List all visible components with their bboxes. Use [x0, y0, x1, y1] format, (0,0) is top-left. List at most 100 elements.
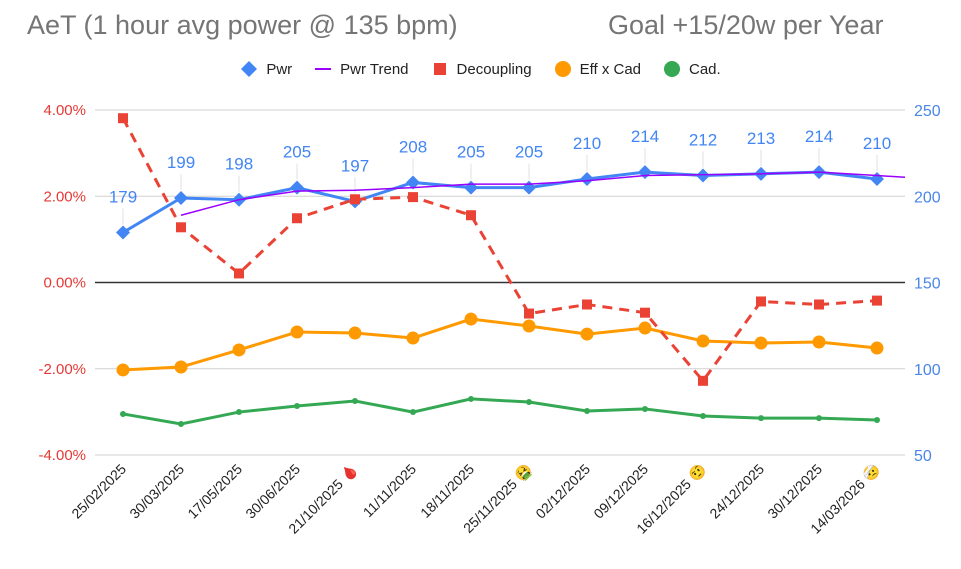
legend-label: Pwr — [266, 60, 293, 78]
data-point-eff-x-cad — [870, 341, 884, 355]
data-point-eff-x-cad — [696, 334, 710, 348]
data-point-eff-x-cad — [290, 325, 304, 339]
data-label: 198 — [225, 155, 253, 174]
data-label: 214 — [631, 127, 659, 146]
data-point-cad — [700, 413, 706, 420]
series-line-eff-x-cad — [122, 317, 878, 372]
data-point-pwr — [464, 180, 478, 195]
data-point-eff-x-cad — [348, 326, 362, 340]
chart-title: AeT (1 hour avg power @ 135 bpm) — [27, 10, 458, 40]
data-label: 199 — [167, 153, 195, 172]
series-line-decoupling — [121, 117, 878, 384]
data-label: 210 — [863, 134, 891, 153]
x-axis-label: 25/02/2025 — [68, 461, 129, 522]
data-point-decoupling — [698, 375, 708, 386]
x-axis-label: 18/11/2025 — [417, 461, 477, 521]
data-point-decoupling — [234, 268, 244, 279]
left-axis-tick: 4.00% — [43, 102, 86, 119]
series-line-cad- — [122, 397, 878, 426]
left-axis-tick: -2.00% — [38, 361, 86, 378]
series-line-pwr-trend — [180, 171, 906, 216]
data-point-cad — [758, 415, 764, 422]
data-label: 179 — [109, 187, 137, 206]
data-label: 213 — [747, 129, 775, 148]
data-point-cad — [120, 410, 126, 417]
legend-label: Cad. — [689, 60, 721, 78]
data-point-decoupling — [292, 213, 302, 224]
data-point-pwr — [580, 172, 594, 186]
data-point-cad — [178, 420, 184, 427]
data-label: 205 — [457, 143, 485, 162]
data-point-eff-x-cad — [232, 343, 246, 357]
chart-subtitle: Goal +15/20w per Year — [608, 10, 884, 40]
data-label: 205 — [515, 143, 543, 162]
legend-marker-icon — [554, 61, 571, 77]
data-point-cad — [642, 405, 648, 412]
data-point-cad — [584, 408, 590, 415]
legend-marker-icon — [433, 63, 446, 75]
data-point-decoupling — [872, 295, 882, 306]
data-label: 214 — [805, 127, 833, 146]
data-point-decoupling — [118, 113, 128, 124]
data-label: 197 — [341, 156, 369, 175]
data-label: 205 — [283, 143, 311, 162]
x-axis-label: 09/12/2025 — [590, 461, 651, 522]
data-point-eff-x-cad — [638, 321, 652, 335]
legend-item[interactable]: Pwr Trend — [314, 60, 409, 78]
legend-item[interactable]: Eff x Cad — [554, 60, 641, 78]
data-point-eff-x-cad — [174, 360, 188, 374]
legend-marker-icon — [664, 61, 680, 77]
right-axis-tick: 200 — [914, 189, 941, 206]
data-point-cad — [526, 399, 532, 406]
data-point-cad — [352, 398, 358, 405]
data-point-decoupling — [640, 307, 650, 318]
legend-label: Pwr Trend — [340, 60, 409, 78]
data-point-cad — [874, 416, 880, 423]
data-label: 212 — [689, 131, 717, 150]
legend-marker-icon — [315, 68, 332, 70]
data-point-decoupling — [756, 296, 766, 307]
legend-item[interactable]: Pwr — [240, 60, 292, 78]
data-point-eff-x-cad — [754, 336, 768, 350]
left-axis-tick: 0.00% — [43, 275, 86, 292]
x-axis-label: 30/03/2025 — [126, 461, 187, 522]
data-point-pwr — [406, 175, 420, 190]
data-point-cad — [816, 415, 822, 422]
data-point-cad — [236, 409, 242, 416]
legend-marker-icon — [241, 61, 258, 77]
data-point-decoupling — [408, 192, 418, 203]
x-axis-label: 30/12/2025 — [764, 461, 825, 522]
data-point-decoupling — [814, 299, 824, 310]
data-point-pwr — [870, 172, 884, 186]
left-axis-tick: -4.00% — [38, 447, 86, 464]
data-point-pwr — [174, 190, 188, 205]
data-label: 210 — [573, 134, 601, 153]
data-point-pwr — [638, 165, 652, 180]
left-axis-tick: 2.00% — [43, 188, 86, 205]
data-point-decoupling — [524, 308, 534, 319]
data-point-eff-x-cad — [522, 319, 536, 333]
data-point-pwr — [522, 180, 536, 195]
legend-label: Eff x Cad — [579, 60, 641, 78]
x-axis-label: 02/12/2025 — [532, 461, 593, 522]
x-axis-label: 30/06/2025 — [242, 461, 303, 522]
data-label: 208 — [399, 137, 427, 156]
data-point-pwr — [116, 225, 130, 240]
legend-label: Decoupling — [456, 60, 532, 78]
x-axis-label: 17/05/2025 — [184, 461, 245, 522]
data-point-cad — [410, 409, 416, 416]
right-axis-tick: 250 — [914, 103, 941, 120]
legend: Pwr Pwr Trend Decoupling Eff x Cad Cad. — [0, 60, 961, 78]
right-axis-tick: 150 — [914, 276, 941, 293]
data-point-eff-x-cad — [406, 331, 420, 345]
data-point-decoupling — [582, 299, 592, 310]
data-point-eff-x-cad — [812, 335, 826, 349]
x-axis-label: 24/12/2025 — [706, 461, 767, 522]
data-point-cad — [468, 395, 474, 402]
data-point-decoupling — [176, 222, 186, 233]
data-point-eff-x-cad — [116, 363, 130, 377]
legend-item[interactable]: Cad. — [663, 60, 721, 78]
legend-item[interactable]: Decoupling — [431, 60, 532, 78]
